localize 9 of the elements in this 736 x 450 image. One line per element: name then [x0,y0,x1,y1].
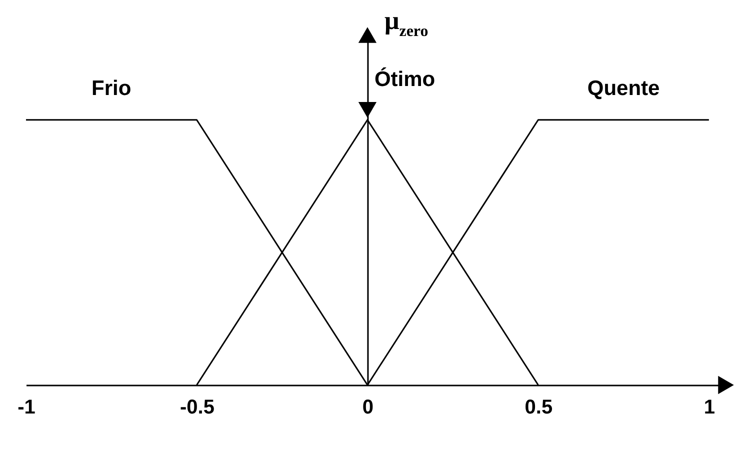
y-axis-title: μ$_{zero}$ [384,6,428,40]
legend-label: Ótimo [374,66,436,91]
series-label: Quente [587,76,660,100]
x-tick-label: 1 [704,396,715,418]
series-label: Frio [92,76,132,100]
x-tick-label: -0.5 [180,396,214,418]
x-tick-label: 0.5 [524,396,553,418]
x-tick-label: 0 [362,396,374,418]
x-tick-label: -1 [18,396,36,418]
